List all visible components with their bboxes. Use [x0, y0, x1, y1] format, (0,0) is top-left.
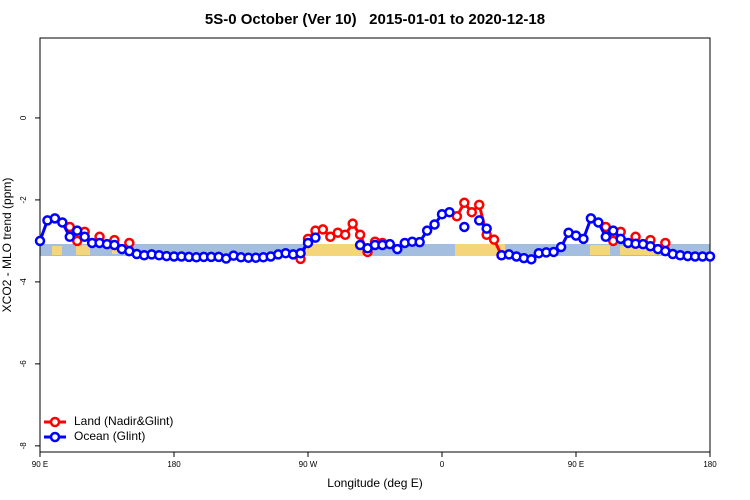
data-point: [49, 213, 61, 224]
data-point: [585, 213, 597, 224]
y-tick-label: -2: [19, 196, 28, 204]
data-point: [392, 243, 403, 255]
data-point: [64, 231, 76, 243]
data-point: [295, 247, 306, 259]
legend-label: Ocean (Glint): [74, 429, 145, 443]
data-point: [317, 224, 329, 235]
data-point: [459, 197, 470, 209]
x-tick-label: 90 E: [568, 460, 584, 469]
data-point: [548, 246, 559, 258]
data-point: [660, 237, 671, 249]
land-strip: [76, 245, 90, 255]
data-point: [526, 254, 537, 265]
data-point: [473, 199, 485, 211]
data-point: [71, 235, 83, 247]
data-point: [421, 225, 433, 236]
data-point: [354, 229, 366, 241]
data-point: [488, 234, 500, 245]
data-point: [615, 233, 626, 245]
data-point: [444, 206, 455, 218]
land-strip: [620, 246, 660, 255]
legend-label: Land (Nadir&Glint): [74, 414, 173, 428]
data-point: [578, 233, 589, 245]
x-tick-label: 0: [440, 460, 445, 469]
chart-title: 5S-0 October (Ver 10) 2015-01-01 to 2020…: [205, 11, 545, 28]
y-tick-label: 0: [19, 115, 28, 120]
data-point: [109, 239, 120, 251]
land-strip: [305, 244, 370, 256]
data-point: [347, 218, 358, 229]
y-axis-label: XCO2 - MLO trend (ppm): [0, 178, 14, 313]
data-point: [451, 211, 463, 222]
data-point: [466, 206, 478, 218]
data-point: [459, 221, 470, 233]
data-point: [79, 231, 90, 243]
x-tick-label: 180: [703, 460, 717, 469]
x-tick-label: 90 E: [32, 460, 48, 469]
data-point: [71, 225, 83, 236]
data-point: [384, 238, 396, 250]
data-point: [607, 225, 619, 236]
data-point: [704, 251, 716, 262]
data-point: [481, 223, 492, 234]
y-tick-label: -4: [19, 278, 28, 286]
legend-marker: [49, 416, 61, 428]
data-point: [302, 237, 314, 249]
legend-marker: [49, 431, 61, 443]
x-axis-label: Longitude (deg E): [327, 476, 422, 490]
data-point: [593, 217, 604, 228]
y-tick-label: -8: [19, 442, 28, 450]
data-point: [555, 241, 567, 253]
data-point: [414, 236, 425, 248]
data-point: [34, 235, 46, 247]
data-point: [429, 219, 440, 230]
data-point: [57, 217, 68, 228]
x-tick-label: 90 W: [299, 460, 318, 469]
data-point: [473, 215, 485, 226]
land-strip: [590, 245, 610, 255]
land-strip: [455, 244, 505, 256]
data-point: [310, 232, 321, 243]
y-tick-label: -6: [19, 360, 28, 368]
data-point: [600, 231, 612, 243]
data-point: [124, 237, 135, 249]
land-strip: [52, 246, 62, 255]
x-tick-label: 180: [167, 460, 181, 469]
data-point: [339, 229, 351, 241]
land-strip: [112, 247, 120, 254]
data-point: [325, 231, 336, 243]
